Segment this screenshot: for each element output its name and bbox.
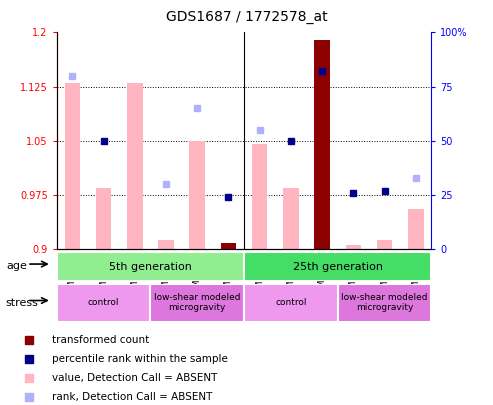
Text: low-shear modeled
microgravity: low-shear modeled microgravity (341, 293, 428, 312)
Bar (150, 284, 244, 322)
Bar (57, 252, 244, 281)
Bar (408, 209, 423, 249)
Bar (96, 188, 111, 249)
Text: low-shear modeled
microgravity: low-shear modeled microgravity (154, 293, 241, 312)
Text: stress: stress (6, 298, 39, 307)
Text: value, Detection Call = ABSENT: value, Detection Call = ABSENT (52, 373, 218, 383)
Text: control: control (88, 298, 119, 307)
Text: GDS1687 / 1772578_at: GDS1687 / 1772578_at (166, 10, 327, 24)
Bar (244, 284, 338, 322)
Text: 5th generation: 5th generation (109, 262, 192, 272)
Bar (57, 284, 150, 322)
Bar (158, 240, 174, 249)
Text: 25th generation: 25th generation (293, 262, 383, 272)
Bar (346, 245, 361, 249)
Text: percentile rank within the sample: percentile rank within the sample (52, 354, 228, 364)
Bar (244, 252, 431, 281)
Text: control: control (275, 298, 307, 307)
Text: age: age (6, 262, 27, 271)
Bar (252, 144, 267, 249)
Bar (315, 40, 330, 249)
Bar (283, 188, 299, 249)
Text: rank, Detection Call = ABSENT: rank, Detection Call = ABSENT (52, 392, 213, 402)
Text: transformed count: transformed count (52, 335, 150, 345)
Bar (65, 83, 80, 249)
Bar (221, 243, 236, 249)
Bar (189, 141, 205, 249)
Bar (127, 83, 142, 249)
Bar (377, 240, 392, 249)
Bar (338, 284, 431, 322)
